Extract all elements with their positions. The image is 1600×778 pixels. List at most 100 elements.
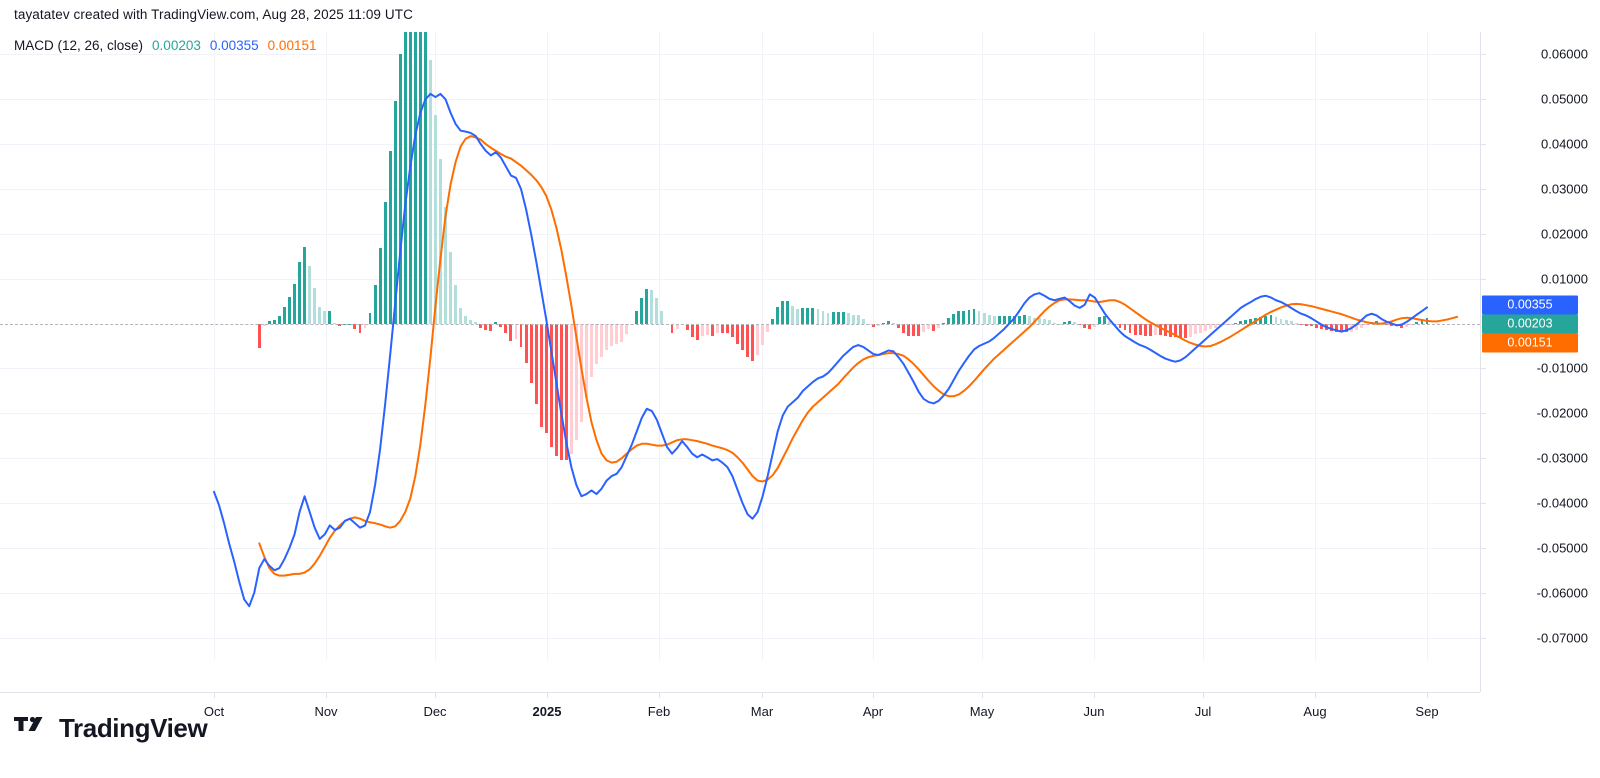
histogram-bar <box>403 32 407 324</box>
axis-tick <box>1480 278 1486 280</box>
histogram-bar <box>917 323 921 337</box>
badge-histogram[interactable]: 0.00203 <box>1482 314 1578 334</box>
histogram-bar <box>559 323 563 461</box>
gridline-horizontal <box>0 592 1480 594</box>
histogram-bar <box>1390 323 1394 327</box>
histogram-bar <box>1083 323 1087 329</box>
gridline-horizontal <box>0 54 1480 56</box>
histogram-bar <box>771 319 775 324</box>
histogram-bar <box>1188 323 1192 337</box>
gridline-horizontal <box>0 503 1480 504</box>
histogram-bar <box>1314 323 1318 328</box>
histogram-bar <box>338 323 342 326</box>
gridline-horizontal <box>0 547 1480 549</box>
gridline-horizontal <box>0 99 1480 101</box>
histogram-bar <box>967 310 971 324</box>
histogram-bar <box>418 32 422 324</box>
histogram-bar <box>821 311 825 324</box>
axis-label-value: 0.03000 <box>1541 181 1588 197</box>
histogram-bar <box>1027 315 1031 324</box>
histogram-bar <box>907 323 911 337</box>
axis-tick <box>1480 233 1486 235</box>
gridline-vertical <box>435 32 436 660</box>
histogram-bar <box>856 315 860 324</box>
histogram-bar <box>640 297 644 324</box>
macd-line-series <box>213 92 1459 608</box>
gridline-horizontal <box>0 368 1480 370</box>
histogram-bar <box>1053 322 1056 325</box>
histogram-bar <box>801 307 805 324</box>
histogram-bar <box>615 323 619 344</box>
histogram-bar <box>277 315 281 324</box>
axis-tick <box>1480 54 1486 56</box>
time-axis-label: Sep <box>1415 704 1439 719</box>
axis-label-value: -0.04000 <box>1536 495 1588 511</box>
legend-value-signal: 0.00151 <box>267 38 317 53</box>
histogram-bar <box>1133 323 1137 335</box>
macd-legend[interactable]: MACD (12, 26, close) 0.00203 0.00355 0.0… <box>14 38 316 53</box>
price-axis[interactable]: 0.06000 0.05000 0.04000 0.03000 0.02000 0.010… <box>1480 32 1600 660</box>
histogram-bar <box>1214 323 1218 329</box>
histogram-bar <box>881 322 885 325</box>
macd-plot-area[interactable] <box>0 32 1480 660</box>
histogram-bar <box>1093 323 1097 328</box>
histogram-bar <box>1173 323 1177 338</box>
histogram-bar <box>1148 323 1152 337</box>
histogram-bar <box>962 311 966 324</box>
gridline-vertical <box>1315 32 1316 660</box>
histogram-bar <box>1204 323 1207 331</box>
legend-title: MACD (12, 26, close) <box>14 38 144 53</box>
histogram-bar <box>1319 323 1323 329</box>
histogram-bar <box>353 323 357 330</box>
histogram-bar <box>499 323 503 328</box>
histogram-bar <box>1420 319 1424 324</box>
axis-tick <box>1480 547 1486 549</box>
time-axis-tick <box>1094 693 1095 698</box>
histogram-bar <box>303 247 307 324</box>
legend-value-macd: 0.00355 <box>209 38 259 53</box>
gridline-vertical <box>1427 32 1428 660</box>
histogram-bar <box>1068 320 1072 324</box>
histogram-bar <box>1007 316 1011 324</box>
histogram-bar <box>1063 322 1067 324</box>
histogram-bar <box>313 287 317 324</box>
histogram-bar <box>831 312 835 324</box>
time-axis-tick <box>435 693 436 698</box>
histogram-bar <box>600 323 603 358</box>
histogram-bar <box>584 323 588 398</box>
time-axis-label: Jul <box>1194 704 1212 719</box>
histogram-bar <box>454 285 458 324</box>
axis-tick <box>1480 503 1486 504</box>
histogram-bar <box>479 323 483 329</box>
histogram-bar <box>1375 321 1379 324</box>
histogram-bar <box>741 323 744 351</box>
histogram-bar <box>439 158 442 324</box>
histogram-bar <box>519 323 523 347</box>
histogram-bar <box>695 323 699 340</box>
histogram-bar <box>620 323 624 342</box>
histogram-bar <box>298 261 301 324</box>
histogram-bar <box>489 323 493 332</box>
time-axis[interactable]: Oct Nov Dec 2025 Feb Mar Apr May Jun Jul Aug Sep <box>0 693 1480 733</box>
histogram-bar <box>1153 323 1157 336</box>
histogram-bar <box>378 248 382 324</box>
histogram-bar <box>569 323 573 454</box>
histogram-bar <box>1289 320 1293 324</box>
histogram-bar <box>957 311 961 324</box>
badge-signal[interactable]: 0.00151 <box>1482 333 1578 353</box>
histogram-bar <box>796 308 800 324</box>
time-axis-tick <box>873 693 874 698</box>
histogram-bar <box>987 315 991 324</box>
histogram-bar <box>1178 323 1182 338</box>
panel-bottom-border <box>0 692 1480 693</box>
histogram-bar <box>383 201 387 324</box>
chart-frame: 0.06000 0.05000 0.04000 0.03000 0.02000 0.010… <box>0 32 1600 719</box>
histogram-bar <box>534 323 538 405</box>
histogram-bar <box>514 323 518 340</box>
axis-tick <box>1480 413 1486 415</box>
histogram-bar <box>1274 316 1278 324</box>
badge-macd[interactable]: 0.00355 <box>1482 295 1578 315</box>
histogram-bar <box>846 313 850 324</box>
histogram-bar <box>373 285 377 324</box>
time-axis-tick <box>1315 693 1316 698</box>
